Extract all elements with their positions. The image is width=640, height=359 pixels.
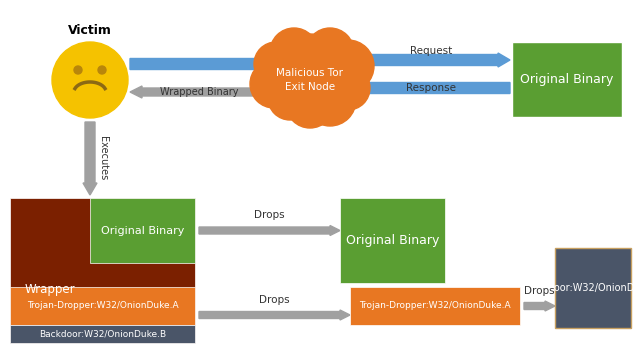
Circle shape xyxy=(254,42,298,86)
Text: Original Binary: Original Binary xyxy=(346,234,439,247)
Bar xyxy=(340,198,445,283)
Text: Original Binary: Original Binary xyxy=(520,73,614,86)
Circle shape xyxy=(270,28,318,76)
FancyArrow shape xyxy=(199,225,340,236)
Circle shape xyxy=(98,66,106,74)
FancyArrow shape xyxy=(524,301,555,311)
Text: Drops: Drops xyxy=(259,295,290,305)
Bar xyxy=(10,198,195,343)
Text: Drops: Drops xyxy=(254,210,285,220)
Text: Wrapper: Wrapper xyxy=(25,283,76,295)
Circle shape xyxy=(282,34,338,90)
Circle shape xyxy=(286,80,334,128)
FancyArrow shape xyxy=(130,86,268,98)
Text: Wrapped Binary: Wrapped Binary xyxy=(160,87,238,97)
Circle shape xyxy=(268,76,312,120)
Bar xyxy=(10,325,195,343)
FancyArrow shape xyxy=(352,81,510,95)
FancyArrow shape xyxy=(199,310,350,320)
Circle shape xyxy=(284,54,336,106)
Text: Request: Request xyxy=(410,46,452,56)
Text: Malicious Tor
Exit Node: Malicious Tor Exit Node xyxy=(276,69,344,92)
Circle shape xyxy=(322,40,374,92)
Bar xyxy=(10,287,195,325)
Text: Response: Response xyxy=(406,83,456,93)
Text: Trojan-Dropper:W32/OnionDuke.A: Trojan-Dropper:W32/OnionDuke.A xyxy=(27,302,179,311)
Circle shape xyxy=(250,60,298,108)
FancyArrow shape xyxy=(352,53,510,67)
Text: Victim: Victim xyxy=(68,24,112,37)
Text: Backdoor:W32/OnionDuke.B: Backdoor:W32/OnionDuke.B xyxy=(524,283,640,293)
Text: Backdoor:W32/OnionDuke.B: Backdoor:W32/OnionDuke.B xyxy=(39,330,166,339)
Bar xyxy=(512,42,622,117)
FancyArrow shape xyxy=(83,122,97,195)
Bar xyxy=(90,198,195,263)
Bar xyxy=(350,287,520,325)
Text: Executes: Executes xyxy=(98,136,108,181)
Circle shape xyxy=(306,28,354,76)
Circle shape xyxy=(52,42,128,118)
Circle shape xyxy=(74,66,82,74)
Text: Trojan-Dropper:W32/OnionDuke.A: Trojan-Dropper:W32/OnionDuke.A xyxy=(359,302,511,311)
Circle shape xyxy=(304,74,356,126)
Text: Drops: Drops xyxy=(524,286,555,296)
Bar xyxy=(555,248,631,328)
Text: Original Binary: Original Binary xyxy=(101,225,184,236)
Circle shape xyxy=(326,66,370,110)
FancyArrow shape xyxy=(130,57,268,71)
